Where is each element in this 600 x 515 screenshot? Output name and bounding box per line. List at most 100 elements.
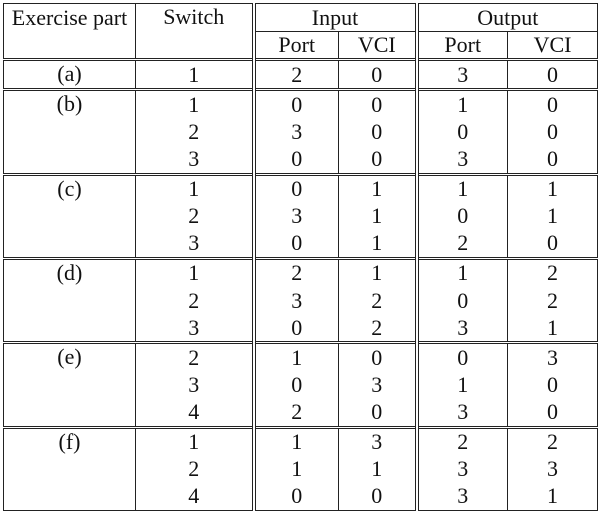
switch-cell: 4 [135,482,256,511]
table-row: (b) 1 0 0 1 0 [3,88,598,175]
switch-cell: 1 [135,59,256,90]
output-vci-cell: 2 [507,425,598,456]
switch-cell: 3 [135,145,256,175]
output-port-cell: 1 [416,172,509,203]
output-vci-cell: 0 [547,145,559,171]
input-vci-cell: 0 [338,88,419,119]
input-vci-cell: 1 [338,455,419,483]
switch-cell: 1 [135,172,256,203]
switch-cell: 1 [135,88,256,119]
output-vci-cell: 0 [547,61,559,87]
output-port-cell: 0 [416,287,509,315]
output-vci-cell: 1 [507,172,598,203]
output-port-cell: 1 [416,256,509,288]
input-port-cell: 3 [253,202,339,230]
input-port-cell: 2 [253,256,339,288]
output-port-cell: 1 [416,88,509,119]
header-output: Output [416,3,598,32]
output-port-cell: 3 [416,59,509,90]
table-row: (a) 1 2 0 3 0 [3,59,598,90]
output-vci-cell: 1 [547,203,559,229]
input-vci-cell: 2 [338,287,419,315]
input-port-cell: 2 [253,398,339,428]
output-vci-cell: 0 [547,118,559,144]
table-row: (c) 1 0 1 1 1 [3,172,598,259]
input-port-cell: 3 [253,287,339,315]
output-vci-cell: 0 [547,371,559,397]
input-vci-cell: 0 [338,482,419,511]
output-vci-cell: 0 [547,399,559,425]
input-vci-cell: 0 [338,118,419,146]
vc-switch-table: Exercise part Switch Input Output Port V… [3,3,599,511]
output-vci-cell: 3 [507,341,598,372]
table-row: (d) 1 2 1 1 2 [3,256,598,343]
switch-cell: 3 [135,371,256,399]
header-switch: Switch [135,3,256,61]
input-vci-cell: 1 [338,256,419,288]
header-input-port: Port [253,31,339,61]
output-port-cell: 2 [416,425,509,456]
header-output-port: Port [416,31,509,61]
output-vci-cell: 1 [547,483,559,509]
switch-cell: 2 [135,341,256,372]
exercise-part-cell: (d) [3,256,136,343]
input-vci-cell: 0 [338,398,419,428]
input-vci-cell: 1 [338,172,419,203]
input-vci-cell: 2 [338,314,419,343]
output-port-cell: 3 [416,482,509,511]
table-row: (f) 1 1 3 2 2 [3,425,598,511]
output-port-cell: 3 [416,145,509,175]
output-port-cell: 2 [416,229,509,259]
output-port-cell: 3 [416,314,509,343]
output-port-cell: 3 [416,398,509,428]
input-vci-cell: 3 [338,371,419,399]
output-vci-cell: 0 [507,88,598,119]
switch-cell: 4 [135,398,256,428]
input-port-cell: 1 [253,455,339,483]
exercise-part-cell: (b) [3,88,136,175]
switch-cell: 1 [135,256,256,288]
input-port-cell: 0 [253,482,339,511]
input-vci-cell: 0 [338,145,419,175]
output-port-cell: 0 [416,202,509,230]
table-body: (a) 1 2 0 3 0 (b) 1 0 0 1 0 2 3 0 0 0 3 0 0 3 0 (c) 1 0 1 1 1 2 3 1 0 1 3… [3,59,598,511]
exercise-part-cell: (f) [3,425,136,511]
input-port-cell: 0 [253,314,339,343]
switch-cell: 2 [135,287,256,315]
output-vci-cell: 1 [547,314,559,340]
input-port-cell: 0 [253,371,339,399]
output-vci-cell: 0 [547,230,559,256]
header-output-vci: VCI [507,31,598,61]
input-vci-cell: 0 [338,59,419,90]
input-port-cell: 0 [253,229,339,259]
input-vci-cell: 1 [338,229,419,259]
input-port-cell: 3 [253,118,339,146]
input-vci-cell: 1 [338,202,419,230]
table-header: Exercise part Switch Input Output Port V… [3,3,598,61]
input-port-cell: 1 [253,425,339,456]
output-vci-cell: 3 [547,456,559,482]
input-vci-cell: 3 [338,425,419,456]
switch-cell: 2 [135,202,256,230]
input-port-cell: 1 [253,341,339,372]
table-row: (e) 2 1 0 0 3 [3,341,598,428]
switch-cell: 2 [135,455,256,483]
output-port-cell: 3 [416,455,509,483]
input-port-cell: 0 [253,145,339,175]
output-port-cell: 0 [416,118,509,146]
header-input-vci: VCI [338,31,419,61]
switch-cell: 2 [135,118,256,146]
output-vci-cell: 2 [547,287,559,313]
header-input: Input [253,3,419,32]
header-exercise-part: Exercise part [3,3,136,61]
input-vci-cell: 0 [338,341,419,372]
